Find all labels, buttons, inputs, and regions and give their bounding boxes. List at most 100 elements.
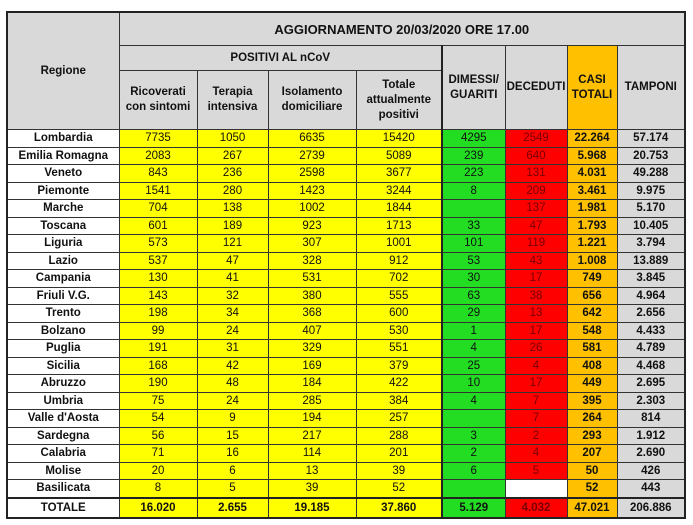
cell-terapia: 48 <box>196 374 269 393</box>
cell-ricoverati: 99 <box>118 321 198 340</box>
cell-isolamento: 6635 <box>267 129 357 148</box>
cell-terapia: 2.655 <box>196 496 269 518</box>
cell-casi-totali: 47.021 <box>566 496 618 518</box>
cell-regione: Sardegna <box>6 426 120 445</box>
cell-casi-totali: 408 <box>566 356 618 375</box>
cell-dimessi <box>441 479 506 498</box>
table-row: Molise 20 6 13 39 6 5 50 426 <box>6 461 686 480</box>
cell-deceduti: 5 <box>504 461 568 480</box>
cell-casi-totali: 50 <box>566 461 618 480</box>
cell-casi-totali: 656 <box>566 286 618 305</box>
cell-dimessi: 1 <box>441 321 506 340</box>
table-row: Campania 130 41 531 702 30 17 749 3.845 <box>6 269 686 288</box>
cell-regione: Toscana <box>6 216 120 235</box>
cell-regione: Lazio <box>6 251 120 270</box>
cell-terapia: 138 <box>196 199 269 218</box>
cell-isolamento: 184 <box>267 374 357 393</box>
cell-ricoverati: 198 <box>118 304 198 323</box>
cell-isolamento: 114 <box>267 444 357 463</box>
cell-regione: Campania <box>6 269 120 288</box>
cell-ricoverati: 71 <box>118 444 198 463</box>
cell-terapia: 236 <box>196 164 269 183</box>
cell-ricoverati: 573 <box>118 234 198 253</box>
cell-tamponi: 4.433 <box>616 321 686 340</box>
cell-regione: Puglia <box>6 339 120 358</box>
cell-totale-positivi: 5089 <box>355 146 443 165</box>
cell-tamponi: 57.174 <box>616 129 686 148</box>
cell-totale-positivi: 600 <box>355 304 443 323</box>
header-positivi: POSITIVI AL nCoV <box>118 45 443 71</box>
cell-deceduti <box>504 479 568 498</box>
cell-ricoverati: 704 <box>118 199 198 218</box>
header-isolamento: Isolamento domiciliare <box>267 70 357 130</box>
cell-deceduti: 119 <box>504 234 568 253</box>
table-body: Lombardia 7735 1050 6635 15420 4295 2549 22.264… <box>6 129 686 518</box>
cell-dimessi <box>441 409 506 428</box>
cell-totale-positivi: 3677 <box>355 164 443 183</box>
cell-regione: Abruzzo <box>6 374 120 393</box>
cell-deceduti: 7 <box>504 391 568 410</box>
cell-deceduti: 17 <box>504 269 568 288</box>
covid-table-container: Regione AGGIORNAMENTO 20/03/2020 ORE 17.… <box>6 11 686 519</box>
cell-isolamento: 194 <box>267 409 357 428</box>
cell-ricoverati: 8 <box>118 479 198 498</box>
cell-dimessi: 4 <box>441 391 506 410</box>
cell-terapia: 9 <box>196 409 269 428</box>
cell-terapia: 24 <box>196 391 269 410</box>
cell-tamponi: 3.845 <box>616 269 686 288</box>
cell-regione: Sicilia <box>6 356 120 375</box>
cell-totale-positivi: 1713 <box>355 216 443 235</box>
cell-regione: Marche <box>6 199 120 218</box>
cell-isolamento: 923 <box>267 216 357 235</box>
cell-dimessi: 25 <box>441 356 506 375</box>
cell-casi-totali: 395 <box>566 391 618 410</box>
cell-ricoverati: 537 <box>118 251 198 270</box>
cell-terapia: 47 <box>196 251 269 270</box>
table-row: Piemonte 1541 280 1423 3244 8 209 3.461 9.975 <box>6 181 686 200</box>
cell-terapia: 280 <box>196 181 269 200</box>
cell-terapia: 24 <box>196 321 269 340</box>
cell-deceduti: 640 <box>504 146 568 165</box>
cell-dimessi: 4 <box>441 339 506 358</box>
cell-terapia: 32 <box>196 286 269 305</box>
cell-tamponi: 10.405 <box>616 216 686 235</box>
cell-regione: Molise <box>6 461 120 480</box>
header-tamponi: TAMPONI <box>616 45 686 130</box>
cell-tamponi: 13.889 <box>616 251 686 270</box>
cell-totale-positivi: 379 <box>355 356 443 375</box>
cell-deceduti: 209 <box>504 181 568 200</box>
cell-dimessi: 29 <box>441 304 506 323</box>
table-row: Basilicata 8 5 39 52 52 443 <box>6 479 686 498</box>
cell-casi-totali: 1.793 <box>566 216 618 235</box>
cell-isolamento: 2739 <box>267 146 357 165</box>
cell-ricoverati: 16.020 <box>118 496 198 518</box>
table-row: Toscana 601 189 923 1713 33 47 1.793 10.405 <box>6 216 686 235</box>
cell-terapia: 5 <box>196 479 269 498</box>
cell-terapia: 267 <box>196 146 269 165</box>
cell-isolamento: 329 <box>267 339 357 358</box>
table-row: Liguria 573 121 307 1001 101 119 1.221 3.794 <box>6 234 686 253</box>
cell-tamponi: 20.753 <box>616 146 686 165</box>
cell-dimessi: 10 <box>441 374 506 393</box>
cell-deceduti: 7 <box>504 409 568 428</box>
cell-dimessi: 8 <box>441 181 506 200</box>
cell-dimessi: 3 <box>441 426 506 445</box>
table-row: Calabria 71 16 114 201 2 4 207 2.690 <box>6 444 686 463</box>
cell-ricoverati: 2083 <box>118 146 198 165</box>
totale-row: TOTALE 16.020 2.655 19.185 37.860 5.129 4.032 4… <box>6 496 686 518</box>
cell-tamponi: 443 <box>616 479 686 498</box>
cell-dimessi: 33 <box>441 216 506 235</box>
cell-casi-totali: 4.031 <box>566 164 618 183</box>
cell-isolamento: 531 <box>267 269 357 288</box>
cell-isolamento: 13 <box>267 461 357 480</box>
header-totale-positivi: Totale attualmente positivi <box>355 70 443 130</box>
cell-totale-positivi: 288 <box>355 426 443 445</box>
cell-dimessi: 53 <box>441 251 506 270</box>
cell-tamponi: 9.975 <box>616 181 686 200</box>
cell-tamponi: 4.964 <box>616 286 686 305</box>
cell-totale-positivi: 37.860 <box>355 496 443 518</box>
cell-isolamento: 380 <box>267 286 357 305</box>
cell-isolamento: 169 <box>267 356 357 375</box>
cell-totale-positivi: 912 <box>355 251 443 270</box>
cell-totale-positivi: 384 <box>355 391 443 410</box>
